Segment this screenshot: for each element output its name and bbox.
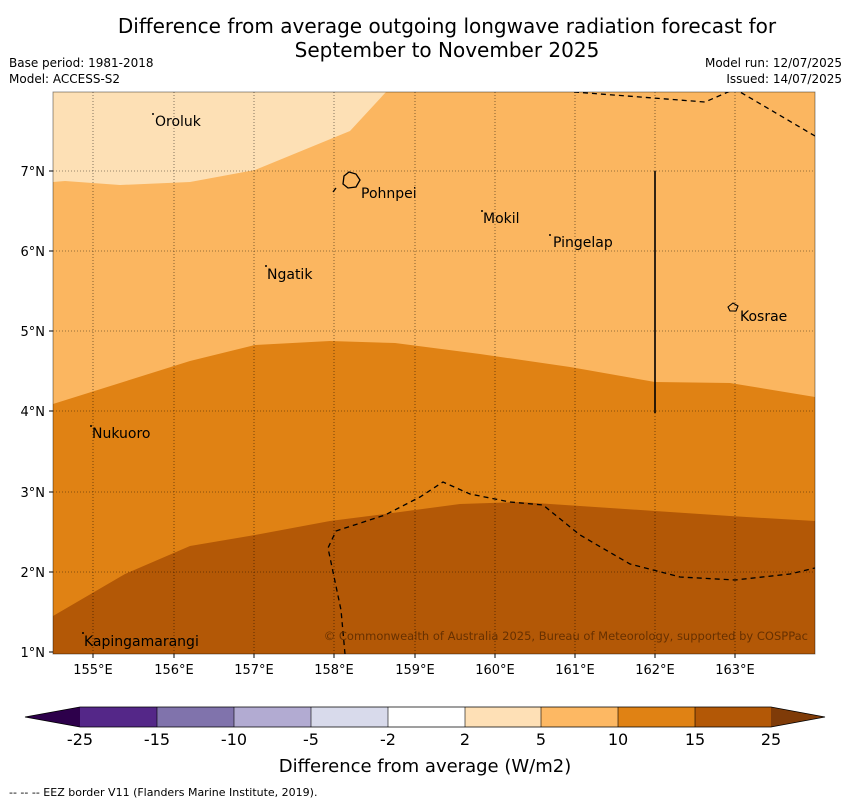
place-label-ngatik: Ngatik — [267, 267, 313, 283]
issued-date: Issued: 14/07/2025 — [726, 72, 842, 86]
colorbar-outline — [24, 706, 826, 728]
colorbar-tick-label: -25 — [67, 730, 93, 749]
lon-label: 162°E — [635, 663, 675, 678]
lat-label: 5°N — [21, 325, 46, 340]
colorbar-extend-low — [25, 707, 80, 727]
colorbar-segment — [541, 707, 618, 727]
colorbar: -25 -15 -10 -5 -2 2 5 10 15 25 Differenc… — [24, 706, 826, 777]
lon-label: 163°E — [715, 663, 755, 678]
colorbar-tick-label: -10 — [221, 730, 247, 749]
kosrae-island — [727, 302, 739, 312]
model-name: Model: ACCESS-S2 — [9, 72, 121, 86]
colorbar-tick-label: 10 — [608, 730, 628, 749]
colorbar-segment — [618, 707, 695, 727]
colorbar-tick-label: 5 — [536, 730, 546, 749]
title-line-1: Difference from average outgoing longwav… — [117, 14, 777, 38]
place-label-mokil: Mokil — [483, 211, 520, 227]
colorbar-tick-label: -5 — [303, 730, 319, 749]
lat-labels: 7°N 6°N 5°N 4°N 3°N 2°N 1°N — [21, 165, 46, 661]
title-line-2: September to November 2025 — [294, 38, 600, 62]
place-label-kosrae: Kosrae — [740, 309, 787, 325]
lat-label: 3°N — [21, 486, 46, 501]
colorbar-tick-label: 25 — [761, 730, 781, 749]
eez-footnote: -- -- -- EEZ border V11 (Flanders Marine… — [9, 786, 318, 799]
meta-left: Base period: 1981-2018 Model: ACCESS-S2 — [9, 55, 154, 87]
chart-title: Difference from average outgoing longwav… — [0, 14, 850, 62]
place-label-oroluk: Oroluk — [155, 114, 202, 130]
meta-right: Model run: 12/07/2025 Issued: 14/07/2025 — [705, 55, 842, 87]
colorbar-segment — [388, 707, 465, 727]
axis-ticks — [49, 170, 736, 658]
place-label-pingelap: Pingelap — [553, 235, 613, 251]
lat-label: 2°N — [21, 566, 46, 581]
gridlines — [53, 92, 815, 654]
place-label-kapingamarangi: Kapingamarangi — [84, 634, 199, 650]
place-label-nukuoro: Nukuoro — [92, 426, 150, 442]
lon-label: 157°E — [234, 663, 274, 678]
pohnpei-island — [342, 171, 361, 189]
lat-label: 7°N — [21, 165, 46, 180]
lat-label: 6°N — [21, 245, 46, 260]
lon-label: 159°E — [395, 663, 435, 678]
lon-label: 158°E — [314, 663, 354, 678]
lon-label: 161°E — [555, 663, 595, 678]
map-frame — [52, 91, 816, 655]
lon-labels: 155°E 156°E 157°E 158°E 159°E 160°E 161°… — [73, 663, 755, 678]
colorbar-segment — [465, 707, 541, 727]
lat-label: 4°N — [21, 405, 46, 420]
eez-borders — [327, 92, 815, 654]
colorbar-segment — [311, 707, 388, 727]
band-15-25 — [53, 502, 815, 654]
colorbar-tick-label: 2 — [460, 730, 470, 749]
colorbar-segment — [157, 707, 234, 727]
lon-label: 156°E — [154, 663, 194, 678]
copyright-notice: © Commonwealth of Australia 2025, Bureau… — [324, 629, 808, 643]
lat-label: 1°N — [21, 646, 46, 661]
base-period: Base period: 1981-2018 — [9, 56, 154, 70]
colorbar-extend-high — [771, 707, 825, 727]
lon-label: 160°E — [475, 663, 515, 678]
place-label-pohnpei: Pohnpei — [361, 186, 417, 202]
lon-label: 155°E — [73, 663, 113, 678]
colorbar-segment — [234, 707, 311, 727]
colorbar-tick-label: 15 — [685, 730, 705, 749]
colorbar-segment — [695, 707, 771, 727]
band-2-5 — [53, 92, 386, 185]
colorbar-segment — [80, 707, 157, 727]
colorbar-tick-label: -2 — [380, 730, 396, 749]
colorbar-label: Difference from average (W/m2) — [279, 756, 571, 777]
colorbar-tick-label: -15 — [144, 730, 170, 749]
atoll-marks — [82, 113, 551, 634]
model-run: Model run: 12/07/2025 — [704, 56, 842, 70]
